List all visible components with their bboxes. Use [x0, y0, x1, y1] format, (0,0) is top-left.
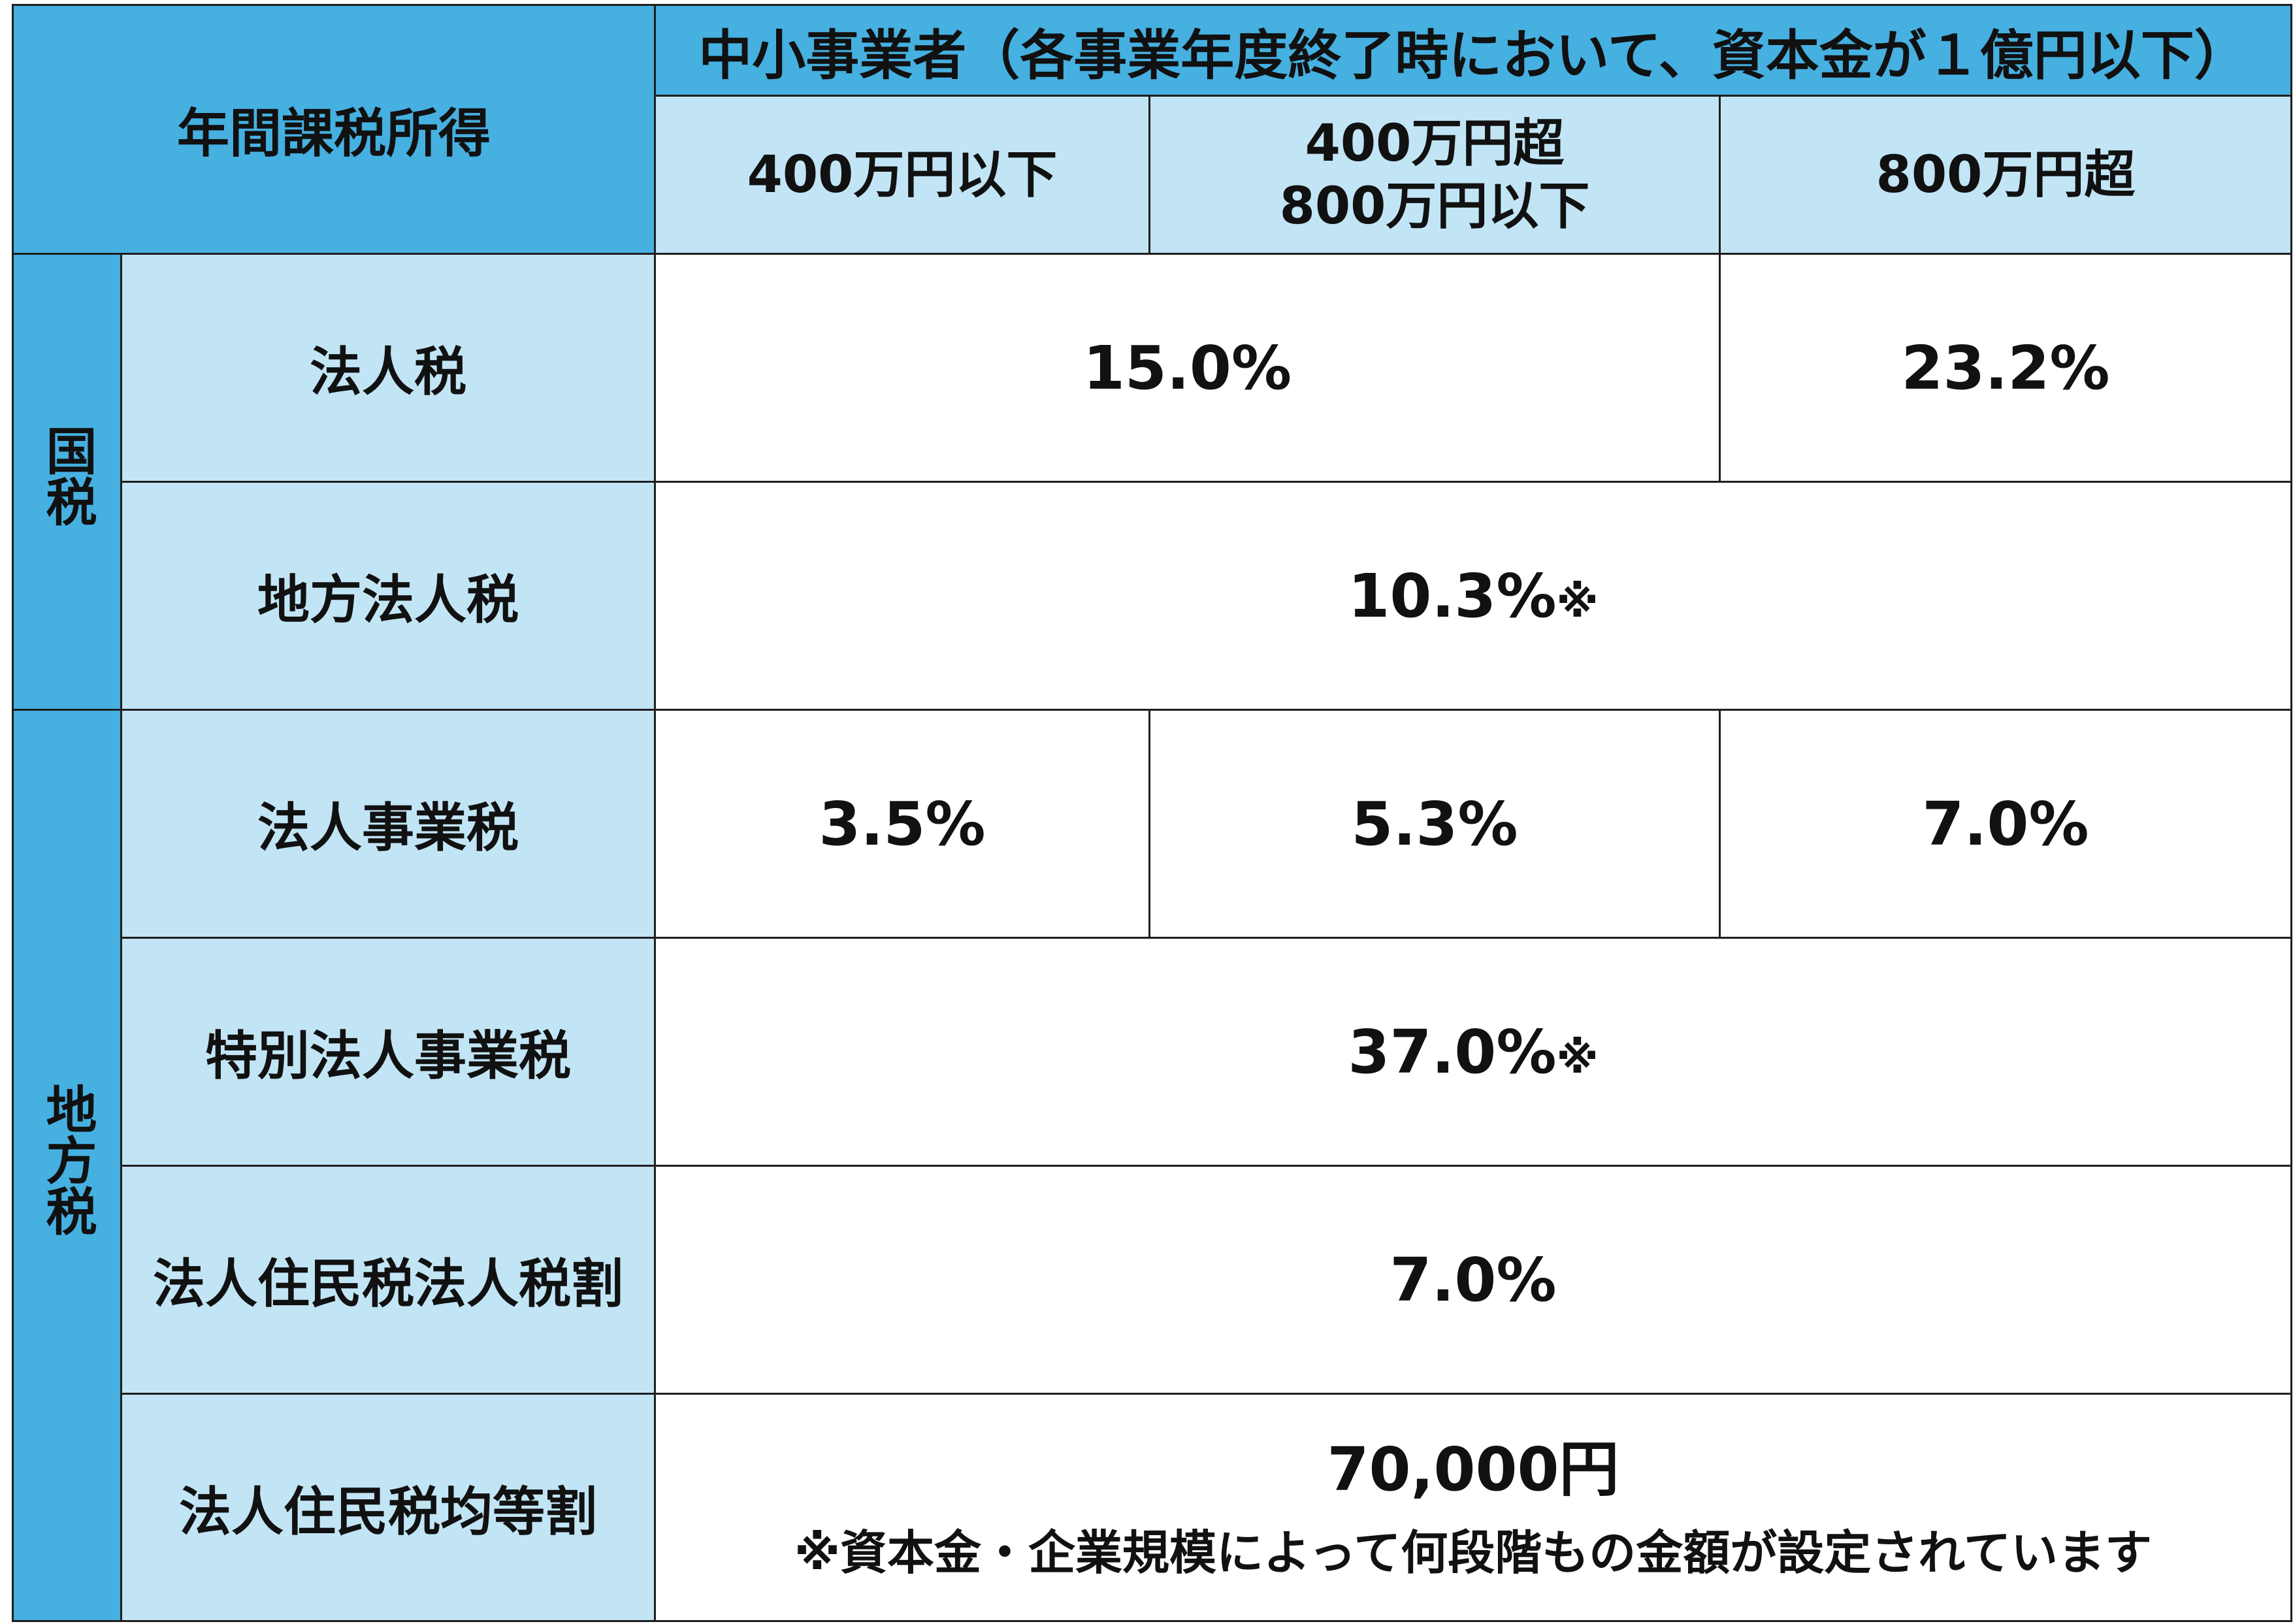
header-row-brackets: 400万円以下 400万円超 800万円以下 800万円超 [13, 95, 2292, 255]
footnote-mark: ※ [1556, 1032, 1599, 1083]
bracket-header-over-8m: 800万円超 [1719, 95, 2292, 255]
row-label: 法人事業税 [257, 798, 519, 858]
row-label: 法人税 [310, 342, 466, 402]
row-label: 法人住民税法人税割 [153, 1254, 623, 1314]
row-label-inhabitant-tax-corporate-portion: 法人住民税法人税割 [120, 1165, 656, 1395]
table-row: 地方法人税 10.3%※ [13, 481, 2292, 711]
rate-value: 37.0% [1348, 1016, 1557, 1087]
table-row: 法人住民税法人税割 7.0% [13, 1165, 2292, 1395]
category-local-tax: 地方税 [12, 709, 122, 1622]
annual-taxable-income-label: 年間課税所得 [177, 103, 491, 164]
bracket-header-up-to-4m: 400万円以下 [654, 95, 1150, 255]
category-label: 地方税 [37, 1082, 97, 1236]
row-label-corporate-tax: 法人税 [120, 253, 656, 483]
rate-cell: 7.0% [654, 1165, 2292, 1395]
rate-value: 5.3% [1351, 788, 1518, 859]
rate-cell: 15.0% [654, 253, 1721, 483]
table-row: 国税 法人税 15.0% 23.2% [12, 253, 2292, 711]
corporate-tax-rate-table: 年間課税所得 中小事業者（各事業年度終了時において、資本金が１億円以下） 400… [12, 4, 2292, 1622]
category-label: 国税 [37, 425, 97, 527]
rate-cell: 5.3% [1148, 709, 1721, 939]
rate-value: 15.0% [1082, 333, 1292, 403]
rate-value: 10.3% [1348, 560, 1557, 631]
rate-cell: 37.0%※ [654, 937, 2292, 1167]
header-row-group: 年間課税所得 中小事業者（各事業年度終了時において、資本金が１億円以下） [12, 4, 2292, 255]
sme-group-label: 中小事業者（各事業年度終了時において、資本金が１億円以下） [698, 24, 2248, 87]
rate-value: 7.0% [1390, 1244, 1557, 1315]
footnote-text: ※資本金・企業規模によって何段階もの金額が設定されています [794, 1525, 2153, 1580]
table-row: 地方税 法人事業税 3.5% 5.3% 7.0% [12, 709, 2292, 1622]
table-row: 法人住民税均等割 70,000円 ※資本金・企業規模によって何段階もの金額が設定… [13, 1393, 2292, 1622]
bracket-label: 400万円以下 [747, 145, 1058, 204]
rate-cell: 10.3%※ [654, 481, 2292, 711]
amount-cell: 70,000円 ※資本金・企業規模によって何段階もの金額が設定されています [654, 1393, 2292, 1622]
row-label: 特別法人事業税 [205, 1026, 571, 1086]
row-label: 法人住民税均等割 [179, 1481, 597, 1542]
rate-cell: 23.2% [1719, 253, 2292, 483]
annual-taxable-income-header: 年間課税所得 [12, 4, 656, 255]
rate-cell: 7.0% [1719, 709, 2292, 939]
footnote-mark: ※ [1556, 576, 1599, 627]
row-label-local-corporate-tax: 地方法人税 [120, 481, 656, 711]
bracket-label-line-1: 400万円超 [1305, 114, 1565, 173]
row-label-inhabitant-tax-per-capita: 法人住民税均等割 [120, 1393, 656, 1622]
rate-value: 23.2% [1901, 333, 2110, 403]
row-label-business-tax: 法人事業税 [120, 709, 656, 939]
row-label-special-business-tax: 特別法人事業税 [120, 937, 656, 1167]
table-body: 年間課税所得 中小事業者（各事業年度終了時において、資本金が１億円以下） 400… [12, 4, 2292, 1622]
row-label: 地方法人税 [257, 570, 519, 630]
amount-value: 70,000円 [1327, 1435, 1619, 1505]
sme-group-header: 中小事業者（各事業年度終了時において、資本金が１億円以下） [654, 4, 2292, 97]
rate-value: 7.0% [1922, 788, 2089, 859]
rate-value: 3.5% [819, 788, 986, 859]
rate-cell: 3.5% [654, 709, 1150, 939]
bracket-header-4m-to-8m: 400万円超 800万円以下 [1148, 95, 1721, 255]
category-national-tax: 国税 [12, 253, 122, 711]
table-row: 特別法人事業税 37.0%※ [13, 937, 2292, 1167]
bracket-label: 800万円超 [1876, 145, 2136, 204]
bracket-label-line-2: 800万円以下 [1279, 176, 1590, 236]
